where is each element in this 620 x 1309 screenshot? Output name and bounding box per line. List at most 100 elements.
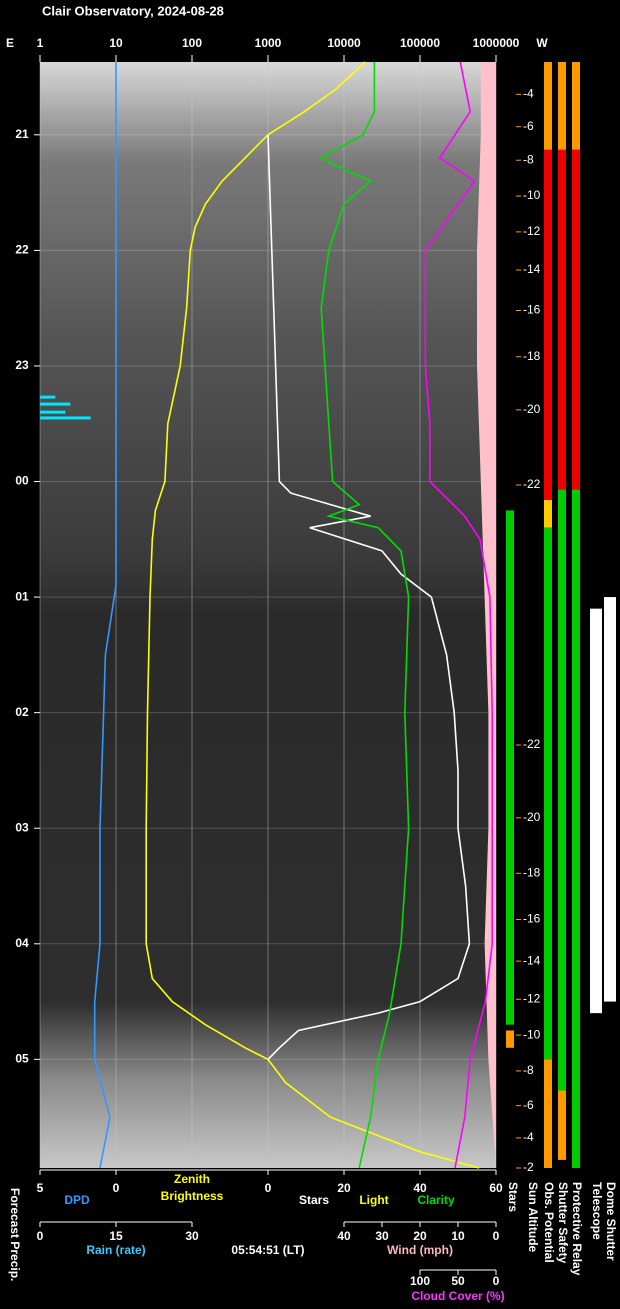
status-segment bbox=[572, 62, 580, 150]
rain-bar bbox=[40, 416, 91, 420]
y-tick-label: 23 bbox=[15, 358, 29, 372]
axis-tick-label: 50 bbox=[451, 1274, 465, 1288]
status-segment bbox=[558, 62, 566, 150]
zenith-label: Brightness bbox=[161, 1189, 224, 1203]
sun-altitude-label: -4 bbox=[523, 1130, 534, 1144]
series-area bbox=[477, 62, 496, 1168]
axis-tick-label: 0 bbox=[493, 1229, 500, 1243]
axis-label: Rain (rate) bbox=[86, 1243, 145, 1257]
sun-altitude-label: -8 bbox=[523, 152, 534, 166]
rain-bar bbox=[40, 395, 56, 399]
series-line bbox=[424, 61, 494, 1169]
axis-label: DPD bbox=[64, 1193, 90, 1207]
sun-altitude-label: -18 bbox=[523, 865, 541, 879]
sun-altitude-label: -6 bbox=[523, 119, 534, 133]
sun-altitude-label: -22 bbox=[523, 477, 541, 491]
sun-altitude-label: -8 bbox=[523, 1063, 534, 1077]
clarity-label: Clarity bbox=[417, 1193, 455, 1207]
y-tick-label: 22 bbox=[15, 243, 29, 257]
y-tick-label: 04 bbox=[15, 936, 29, 950]
x-tick-label: 100 bbox=[182, 36, 202, 50]
east-label: E bbox=[6, 36, 14, 50]
chart-title: Clair Observatory, 2024-08-28 bbox=[42, 3, 224, 18]
status-label: Shutter Safety bbox=[556, 1182, 570, 1264]
status-segment bbox=[558, 1090, 566, 1160]
sun-altitude-label: -12 bbox=[523, 991, 541, 1005]
status-label: Stars bbox=[506, 1182, 520, 1212]
status-segment bbox=[604, 597, 616, 1002]
series-line bbox=[319, 62, 410, 1169]
status-segment bbox=[506, 510, 514, 1025]
status-segment bbox=[544, 527, 552, 1060]
y-tick-label: 01 bbox=[15, 589, 29, 603]
sun-altitude-label: -14 bbox=[523, 953, 541, 967]
light-label: Light bbox=[359, 1193, 388, 1207]
sun-altitude-label: -18 bbox=[523, 349, 541, 363]
axis-tick-label: 0 bbox=[493, 1274, 500, 1288]
axis-tick-label: 30 bbox=[185, 1229, 199, 1243]
sun-altitude-label: -16 bbox=[523, 912, 541, 926]
sun-altitude-label: -20 bbox=[523, 810, 541, 824]
y-tick-label: 00 bbox=[15, 474, 29, 488]
status-segment bbox=[558, 149, 566, 490]
status-segment bbox=[544, 1059, 552, 1168]
sun-altitude-label: -2 bbox=[523, 1160, 534, 1174]
sun-altitude-label: -14 bbox=[523, 262, 541, 276]
status-segment bbox=[544, 62, 552, 150]
sun-altitude-label: -10 bbox=[523, 1027, 541, 1041]
axis-label: Wind (mph) bbox=[387, 1243, 453, 1257]
axis-tick-label: 0 bbox=[37, 1229, 44, 1243]
status-segment bbox=[572, 149, 580, 490]
status-label: Obs. Potential bbox=[542, 1182, 556, 1263]
axis-tick-label: 0 bbox=[113, 1181, 120, 1195]
axis-tick-label: 15 bbox=[109, 1229, 123, 1243]
rain-bar bbox=[40, 410, 66, 414]
y-tick-label: 02 bbox=[15, 705, 29, 719]
zenith-label: Zenith bbox=[174, 1172, 210, 1186]
status-segment bbox=[544, 149, 552, 501]
y-tick-label: 21 bbox=[15, 127, 29, 141]
axis-label: Cloud Cover (%) bbox=[411, 1289, 504, 1303]
sun-altitude-label: -4 bbox=[523, 87, 534, 101]
status-label: Protective Relay bbox=[570, 1182, 584, 1276]
x-tick-label: 10000 bbox=[327, 36, 361, 50]
axis-tick-label: 0 bbox=[265, 1181, 272, 1195]
axis-tick-label: 5 bbox=[37, 1181, 44, 1195]
west-label: W bbox=[536, 36, 548, 50]
sun-altitude-label: -16 bbox=[523, 303, 541, 317]
y-tick-label: 03 bbox=[15, 820, 29, 834]
series-line bbox=[267, 134, 471, 1060]
rain-bar bbox=[40, 402, 71, 406]
precip-label: Forecast Precip. bbox=[8, 1188, 22, 1281]
axis-tick-label: 40 bbox=[413, 1181, 427, 1195]
axis-tick-label: 30 bbox=[375, 1229, 389, 1243]
axis-tick-label: 40 bbox=[337, 1229, 351, 1243]
sun-altitude-label: -12 bbox=[523, 224, 541, 238]
status-segment bbox=[590, 608, 602, 1014]
sun-altitude-label: -20 bbox=[523, 402, 541, 416]
x-tick-label: 10 bbox=[109, 36, 123, 50]
status-label: Telescope bbox=[590, 1182, 604, 1240]
sun-altitude-label: -6 bbox=[523, 1098, 534, 1112]
x-tick-label: 1000 bbox=[255, 36, 282, 50]
axis-tick-label: 20 bbox=[413, 1229, 427, 1243]
time-label: 05:54:51 (LT) bbox=[231, 1243, 304, 1257]
stars-label: Stars bbox=[299, 1193, 329, 1207]
axis-tick-label: 10 bbox=[451, 1229, 465, 1243]
status-segment bbox=[572, 489, 580, 1168]
axis-tick-label: 60 bbox=[489, 1181, 503, 1195]
y-tick-label: 05 bbox=[15, 1052, 29, 1066]
status-segment bbox=[506, 1030, 514, 1048]
series-line bbox=[145, 61, 480, 1169]
sun-altitude-label: -22 bbox=[523, 737, 541, 751]
series-line bbox=[93, 62, 117, 1169]
x-tick-label: 1000000 bbox=[473, 36, 520, 50]
axis-tick-label: 20 bbox=[337, 1181, 351, 1195]
status-segment bbox=[544, 500, 552, 528]
axis-tick-label: 100 bbox=[410, 1274, 430, 1288]
sun-altitude-label: Sun Altitude bbox=[526, 1182, 540, 1253]
status-label: Dome Shutter bbox=[604, 1182, 618, 1261]
x-tick-label: 100000 bbox=[400, 36, 440, 50]
status-segment bbox=[558, 489, 566, 1091]
